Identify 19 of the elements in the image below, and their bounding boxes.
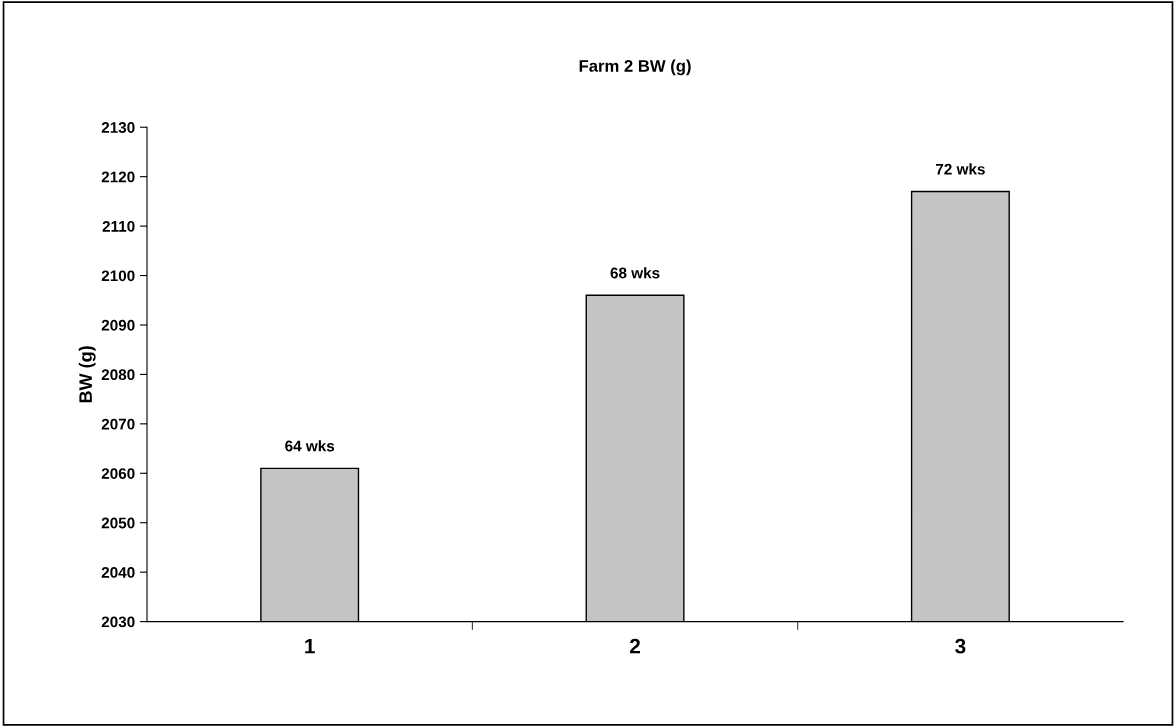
- x-tick-label: 3: [955, 638, 966, 654]
- y-tick-label: 2030: [101, 616, 135, 628]
- y-tick-label: 2120: [101, 171, 135, 183]
- y-tick-label: 2110: [102, 220, 135, 232]
- y-tick-label: 2130: [101, 122, 135, 133]
- y-tick-label: 2090: [101, 319, 135, 331]
- annotation: 72 wks: [936, 163, 985, 175]
- y-tick-label: 2080: [101, 369, 135, 381]
- x-tick-label: 2: [629, 638, 640, 654]
- y-tick-label: 2070: [101, 418, 135, 430]
- y-tick-label: 2050: [101, 517, 135, 529]
- y-tick-label: 2060: [101, 468, 135, 479]
- y-axis-title: BW (g): [78, 346, 96, 403]
- annotation: 64 wks: [285, 440, 335, 452]
- y-tick-label: 2040: [101, 567, 135, 578]
- annotation: 68 wks: [610, 267, 660, 279]
- y-tick-label: 2100: [101, 270, 135, 282]
- x-tick-label: 1: [305, 639, 315, 654]
- chart-title: Farm 2 BW (g): [579, 59, 691, 76]
